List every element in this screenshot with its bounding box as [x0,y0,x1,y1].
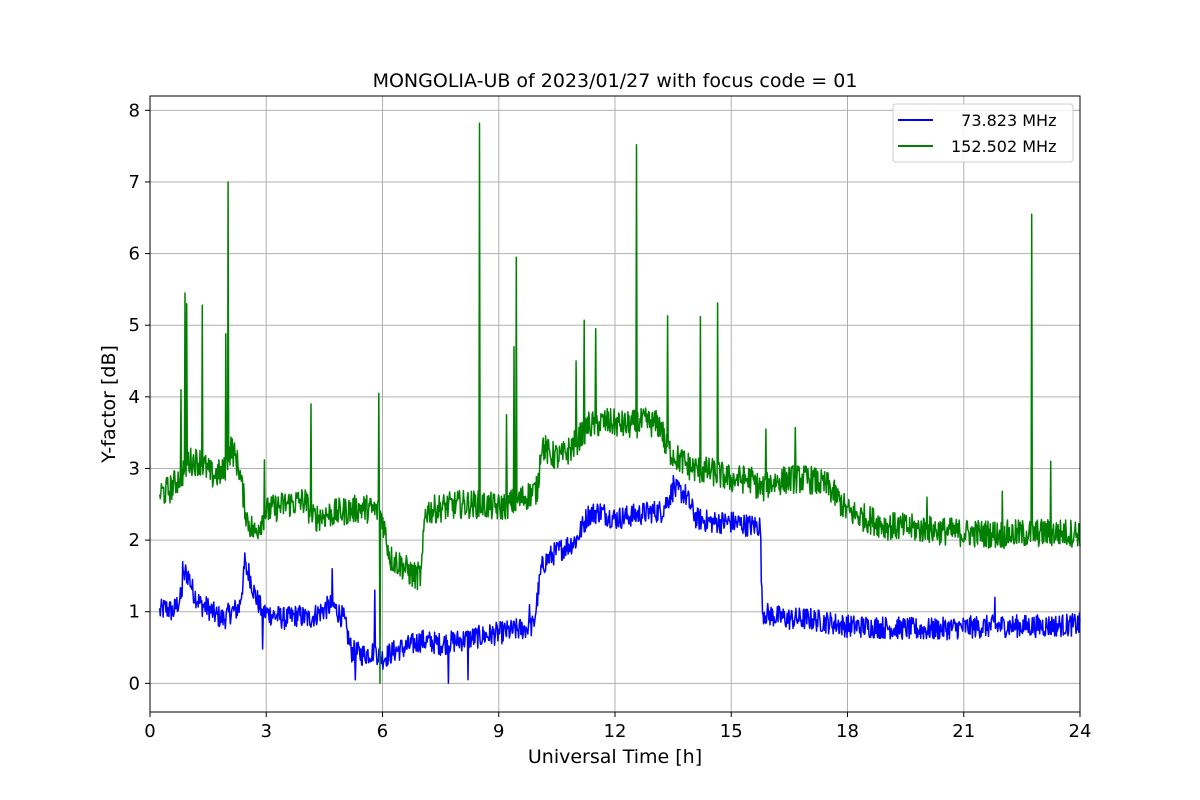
y-axis-label: Y-factor [dB] [98,345,120,464]
chart-title: MONGOLIA-UB of 2023/01/27 with focus cod… [373,70,858,92]
x-tick-label: 6 [377,721,388,742]
legend-label: 73.823 MHz [951,111,1056,130]
x-tick-label: 15 [720,721,743,742]
x-tick-label: 9 [493,721,504,742]
x-tick-label: 12 [604,721,627,742]
y-tick-label: 0 [129,673,140,694]
y-tick-label: 2 [129,530,140,551]
x-tick-label: 18 [836,721,859,742]
series-line-0 [158,474,1081,685]
y-tick-label: 5 [129,315,140,336]
series-layer [158,122,1081,685]
y-tick-label: 3 [129,458,140,479]
y-tick-label: 4 [129,387,140,408]
y-tick-label: 8 [129,100,140,121]
legend-box [892,103,1074,163]
x-axis-label: Universal Time [h] [528,746,702,768]
x-tick-label: 0 [144,721,155,742]
x-tick-label: 24 [1069,721,1092,742]
series-line-1 [158,122,1081,685]
legend-label: 152.502 MHz [951,137,1056,156]
x-tick-label: 21 [952,721,975,742]
y-tick-label: 1 [129,602,140,623]
x-tick-label: 3 [261,721,272,742]
y-tick-label: 6 [129,244,140,265]
y-tick-label: 7 [129,172,140,193]
legend: 73.823 MHz 152.502 MHz [892,103,1074,163]
